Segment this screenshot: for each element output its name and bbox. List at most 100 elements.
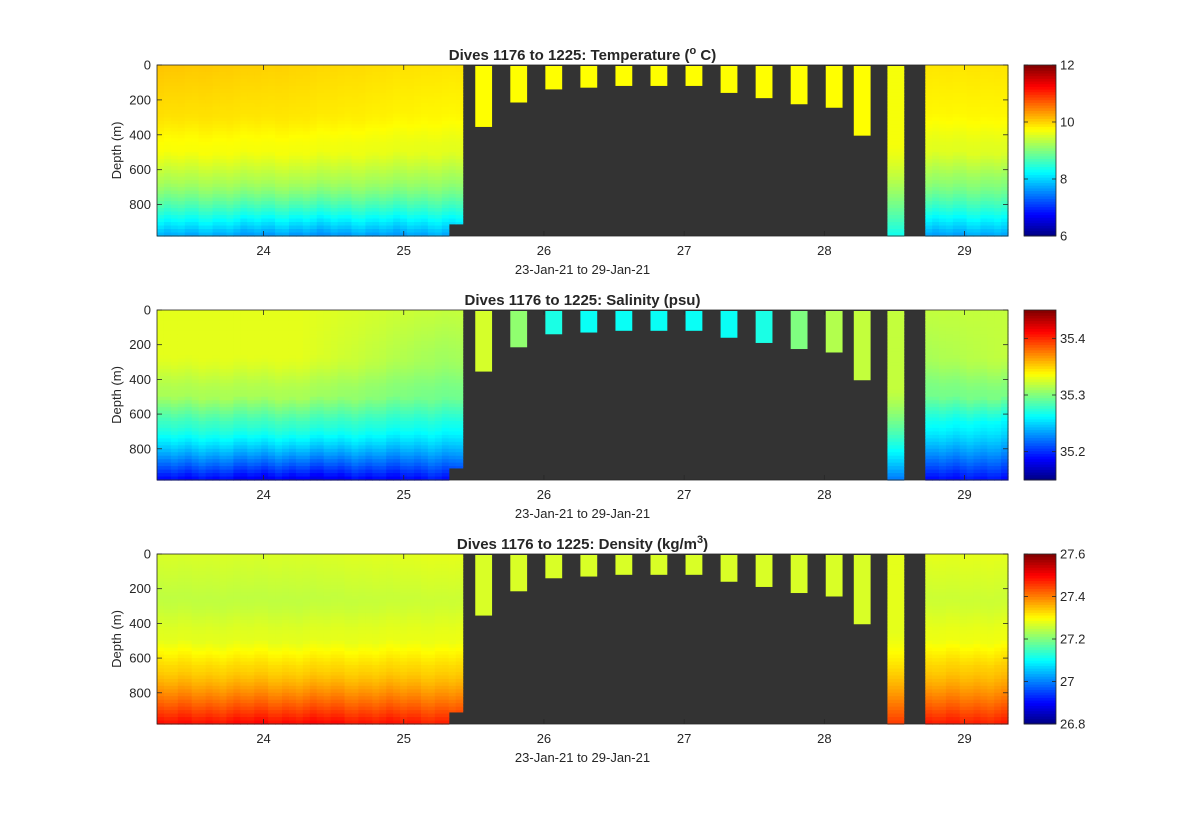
heatmap-cell bbox=[344, 103, 353, 108]
heatmap-cell bbox=[309, 187, 318, 192]
heatmap-cell bbox=[337, 176, 346, 181]
heatmap-cell bbox=[427, 466, 436, 471]
heatmap-cell bbox=[233, 106, 241, 111]
heatmap-cell bbox=[945, 124, 954, 129]
heatmap-cell bbox=[254, 400, 262, 405]
heatmap-cell bbox=[157, 431, 165, 436]
heatmap-cell bbox=[302, 131, 311, 136]
heatmap-cell bbox=[261, 155, 269, 160]
heatmap-cell bbox=[261, 89, 269, 94]
heatmap-cell bbox=[295, 323, 304, 328]
heatmap-cell bbox=[177, 124, 186, 129]
heatmap-cell bbox=[275, 431, 283, 436]
heatmap-cell bbox=[441, 117, 450, 122]
heatmap-cell bbox=[358, 344, 366, 349]
heatmap-cell bbox=[393, 396, 401, 401]
heatmap-cell bbox=[198, 448, 207, 453]
heatmap-cell bbox=[330, 204, 339, 209]
heatmap-cell bbox=[441, 103, 450, 108]
heatmap-cell bbox=[205, 229, 214, 234]
heatmap-cell bbox=[939, 117, 947, 122]
heatmap-cell bbox=[330, 65, 339, 70]
heatmap-cell bbox=[177, 218, 186, 223]
colorbar-segment bbox=[1024, 75, 1056, 79]
heatmap-cell bbox=[302, 459, 311, 464]
heatmap-cell bbox=[420, 75, 429, 80]
heatmap-cell bbox=[212, 393, 221, 398]
heatmap-cell bbox=[309, 134, 318, 139]
heatmap-cell bbox=[254, 313, 262, 318]
heatmap-cell bbox=[414, 148, 422, 153]
heatmap-cell bbox=[177, 434, 186, 439]
colorbar-segment bbox=[1024, 107, 1056, 111]
heatmap-cell bbox=[247, 103, 255, 108]
heatmap-cell bbox=[309, 201, 318, 206]
heatmap-cell bbox=[365, 341, 373, 346]
heatmap-cell bbox=[261, 215, 269, 220]
heatmap-cell bbox=[393, 316, 401, 322]
heatmap-cell bbox=[177, 152, 186, 157]
heatmap-cell bbox=[198, 75, 207, 80]
heatmap-cell bbox=[268, 180, 276, 185]
heatmap-cell bbox=[177, 215, 186, 220]
heatmap-cell bbox=[163, 117, 172, 122]
heatmap-cell bbox=[966, 117, 975, 122]
heatmap-cell bbox=[427, 197, 436, 202]
heatmap-cell bbox=[309, 341, 318, 346]
heatmap-cell bbox=[177, 344, 186, 349]
heatmap-cell bbox=[407, 68, 415, 73]
heatmap-cell bbox=[177, 99, 186, 104]
heatmap-cell bbox=[295, 396, 304, 401]
heatmap-cell bbox=[212, 348, 221, 353]
heatmap-cell bbox=[427, 320, 436, 325]
heatmap-cell bbox=[219, 330, 228, 335]
heatmap-cell bbox=[344, 386, 353, 391]
heatmap-cell bbox=[1001, 148, 1009, 153]
heatmap-cell bbox=[233, 396, 241, 401]
heatmap-cell bbox=[379, 194, 387, 199]
heatmap-cell bbox=[233, 431, 241, 436]
heatmap-cell bbox=[177, 208, 186, 213]
heatmap-cell bbox=[945, 110, 954, 115]
heatmap-cell bbox=[295, 421, 304, 426]
heatmap-cell bbox=[157, 138, 165, 143]
heatmap-cell bbox=[157, 194, 165, 199]
heatmap-cell bbox=[282, 229, 290, 234]
heatmap-cell bbox=[393, 117, 401, 122]
heatmap-cell bbox=[295, 334, 304, 339]
heatmap-cell bbox=[966, 131, 975, 136]
heatmap-cell bbox=[212, 222, 221, 227]
colorbar-segment bbox=[1024, 177, 1056, 181]
heatmap-cell bbox=[400, 152, 408, 157]
heatmap-cell bbox=[414, 110, 422, 115]
heatmap-cell bbox=[330, 337, 339, 342]
heatmap-cell bbox=[420, 455, 429, 460]
heatmap-cell bbox=[275, 320, 283, 325]
heatmap-cell bbox=[254, 434, 262, 439]
heatmap-cell bbox=[448, 89, 457, 94]
heatmap-cell bbox=[945, 155, 954, 160]
heatmap-cell bbox=[316, 431, 325, 436]
heatmap-cell bbox=[365, 85, 373, 91]
heatmap-cell bbox=[925, 204, 933, 209]
heatmap-cell bbox=[427, 393, 436, 398]
heatmap-cell bbox=[295, 117, 304, 122]
heatmap-cell bbox=[323, 78, 332, 84]
heatmap-cell bbox=[372, 96, 380, 101]
heatmap-cell bbox=[316, 96, 325, 101]
heatmap-cell bbox=[177, 131, 186, 136]
heatmap-cell bbox=[434, 99, 443, 104]
heatmap-cell bbox=[261, 65, 269, 70]
heatmap-cell bbox=[226, 403, 235, 408]
heatmap-cell bbox=[205, 344, 214, 349]
heatmap-cell bbox=[288, 225, 297, 230]
heatmap-cell bbox=[966, 78, 975, 84]
heatmap-cell bbox=[226, 382, 235, 387]
heatmap-cell bbox=[386, 166, 394, 171]
heatmap-cell bbox=[198, 410, 207, 415]
heatmap-cell bbox=[386, 393, 394, 398]
heatmap-cell bbox=[337, 455, 346, 460]
heatmap-cell bbox=[226, 438, 235, 443]
heatmap-cell bbox=[247, 92, 255, 98]
heatmap-cell bbox=[254, 438, 262, 443]
